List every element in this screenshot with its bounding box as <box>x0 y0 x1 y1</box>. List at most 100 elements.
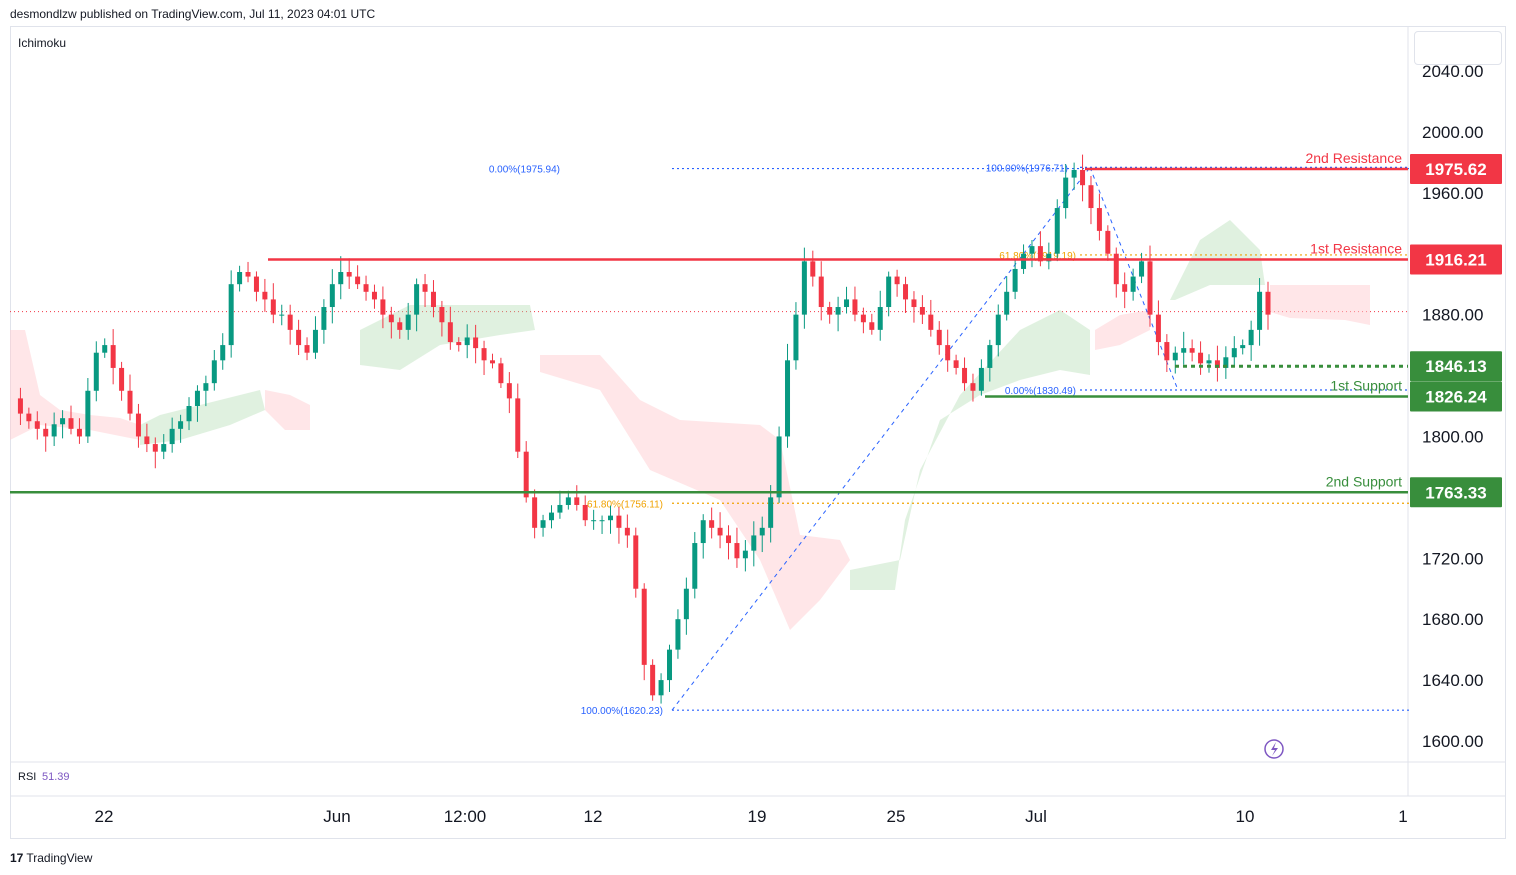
price-badge-label: 1763.33 <box>1425 483 1486 502</box>
candle-body <box>894 276 900 285</box>
candle-body <box>363 284 369 292</box>
tradingview-brand-text: TradingView <box>26 851 93 865</box>
indicator-label-ichimoku[interactable]: Ichimoku <box>18 36 67 50</box>
candle-body <box>1012 268 1018 292</box>
candle-body <box>338 272 344 285</box>
candle-body <box>1071 169 1077 178</box>
tradingview-logo-icon: 17 <box>10 851 24 865</box>
fib-label: 0.00%(1975.94) <box>489 165 560 176</box>
chart-control-box[interactable] <box>1414 31 1502 65</box>
candle-body <box>245 272 251 277</box>
candle-body <box>667 649 673 681</box>
candle-body <box>1164 342 1170 361</box>
candle-body <box>127 390 133 414</box>
candle-body <box>565 497 571 505</box>
candle-body <box>717 527 723 536</box>
candle-body <box>1054 208 1060 254</box>
level-name: 1st Support <box>1330 377 1402 393</box>
candle-body <box>936 329 942 346</box>
candle-body <box>1257 291 1263 330</box>
candle-body <box>355 276 361 285</box>
x-tick-label: 12:00 <box>444 807 487 826</box>
candle-body <box>692 543 698 589</box>
candle-body <box>785 360 791 437</box>
lightning-icon[interactable] <box>1264 739 1284 759</box>
published-info: desmondlzw published on TradingView.com,… <box>10 7 376 21</box>
candle-body <box>751 535 757 551</box>
candle-body <box>1105 230 1111 254</box>
candle-body <box>211 360 217 384</box>
candle-body <box>85 390 91 437</box>
candle-body <box>844 299 850 308</box>
candle-body <box>287 314 293 330</box>
y-tick-label: 1600.00 <box>1422 732 1483 751</box>
cloud-patch-4 <box>360 305 535 370</box>
candle-body <box>734 543 740 559</box>
x-tick-label: 1 <box>1398 807 1407 826</box>
candle-body <box>1130 276 1136 292</box>
candle-body <box>810 261 816 277</box>
candle-body <box>422 284 428 292</box>
candle-body <box>1004 291 1010 315</box>
candle-body <box>1206 360 1212 364</box>
candle-body <box>675 619 681 650</box>
x-tick-label: 25 <box>887 807 906 826</box>
fib-label: 0.00%(1830.49) <box>1005 386 1076 397</box>
candle-body <box>548 512 554 521</box>
x-tick-label: 19 <box>748 807 767 826</box>
price-badge <box>1410 154 1502 185</box>
candle-body <box>397 322 403 330</box>
candle-body <box>827 307 833 315</box>
y-tick-label: 1640.00 <box>1422 671 1483 690</box>
candle-body <box>414 284 420 315</box>
candle-body <box>633 535 639 589</box>
candle-body <box>321 307 327 330</box>
candle-body <box>1265 291 1271 315</box>
candle-body <box>135 413 141 437</box>
candle-body <box>481 348 487 361</box>
candle-body <box>1198 352 1204 364</box>
candle-body <box>928 314 934 330</box>
price-badge <box>1410 244 1502 275</box>
candle-body <box>262 291 268 300</box>
x-tick-label: 10 <box>1236 807 1255 826</box>
price-badge <box>1410 351 1502 382</box>
candle-body <box>835 307 841 315</box>
candle-body <box>60 418 66 425</box>
candle-body <box>228 284 234 346</box>
fib-label: 61.80%(1756.11) <box>587 499 663 510</box>
candle-body <box>161 444 167 452</box>
candle-body <box>557 504 563 513</box>
candle-body <box>742 550 748 559</box>
tradingview-logo[interactable]: 17 TradingView <box>10 851 92 865</box>
candle-body <box>1096 208 1102 231</box>
y-tick-label: 2040.00 <box>1422 62 1483 81</box>
candle-body <box>169 428 175 445</box>
candle-body <box>1240 345 1246 349</box>
price-badge-label: 1846.13 <box>1425 357 1486 376</box>
candle-body <box>801 261 807 315</box>
cloud-patch-8 <box>1095 310 1150 350</box>
price-badge-label: 1975.62 <box>1425 160 1486 179</box>
candle-body <box>759 527 765 536</box>
candle-body <box>34 421 40 429</box>
candle-body <box>473 337 479 349</box>
candle-body <box>178 421 184 429</box>
candle-body <box>1155 314 1161 343</box>
y-tick-label: 1880.00 <box>1422 306 1483 325</box>
x-tick-label: Jun <box>323 807 350 826</box>
y-tick-label: 1720.00 <box>1422 549 1483 568</box>
candle-body <box>1231 348 1237 358</box>
candle-body <box>683 588 689 620</box>
candle-body <box>102 345 108 353</box>
candle-body <box>995 314 1001 346</box>
y-tick-label: 1800.00 <box>1422 427 1483 446</box>
candle-body <box>405 314 411 330</box>
cloud-patch-9 <box>1270 285 1370 325</box>
candle-body <box>498 363 504 384</box>
candle-body <box>430 291 436 308</box>
level-name: 2nd Support <box>1326 473 1402 489</box>
candle-body <box>1214 360 1220 368</box>
candle-body <box>709 520 715 528</box>
